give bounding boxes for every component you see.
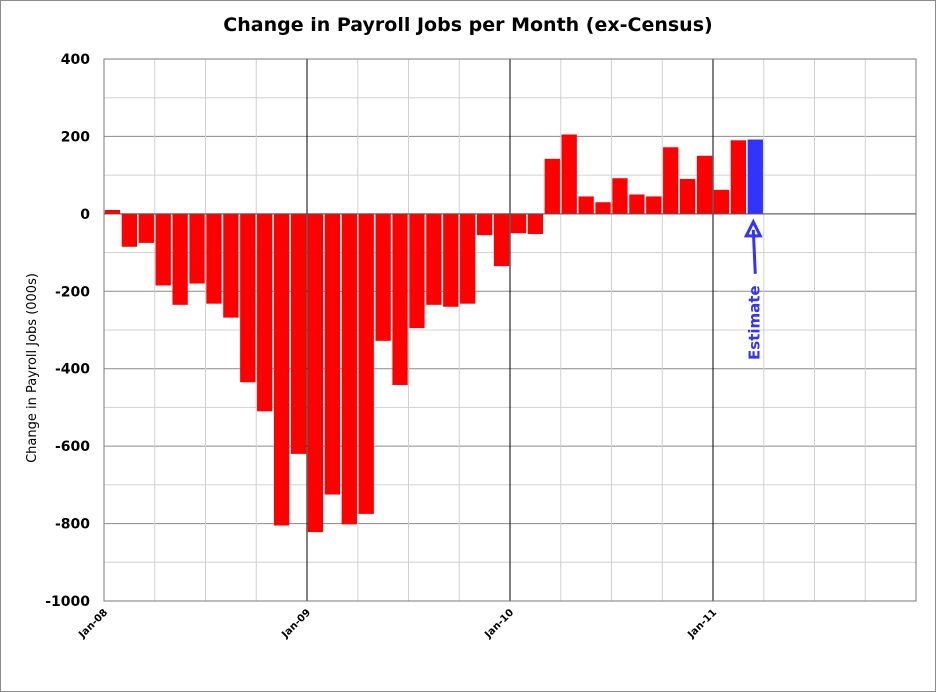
y-tick-label: -1000 bbox=[45, 594, 90, 610]
x-tick-label: Jan-09 bbox=[279, 607, 313, 641]
y-axis-label: Change in Payroll Jobs (000s) bbox=[25, 273, 40, 463]
bar-Jun-09 bbox=[392, 213, 408, 385]
bar-Apr-10 bbox=[561, 134, 577, 214]
plot-border bbox=[103, 58, 917, 602]
bar-May-08 bbox=[172, 213, 188, 305]
bar-May-09 bbox=[375, 213, 391, 341]
bar-Jul-08 bbox=[206, 213, 222, 304]
x-tick-label: Jan-11 bbox=[685, 607, 719, 641]
y-tick-label: 0 bbox=[80, 207, 90, 223]
estimate-annotation: Estimate bbox=[745, 285, 763, 360]
bar-Apr-08 bbox=[155, 213, 171, 286]
bar-Nov-10 bbox=[679, 179, 696, 214]
y-tick-label: -600 bbox=[55, 439, 90, 455]
x-tick-label: Jan-08 bbox=[76, 607, 110, 641]
bar-Sep-09 bbox=[443, 213, 459, 307]
bar-May-10 bbox=[578, 196, 594, 214]
y-tick-label: -200 bbox=[55, 284, 90, 300]
bar-Mar-08 bbox=[138, 213, 154, 243]
bar-Sep-08 bbox=[240, 213, 256, 383]
bar-Jul-10 bbox=[612, 178, 628, 214]
bar-Jan-10 bbox=[510, 213, 527, 234]
bar-Dec-09 bbox=[493, 213, 510, 267]
y-tick-label: -400 bbox=[55, 362, 90, 378]
bar-Jul-09 bbox=[409, 213, 425, 329]
bar-Jan-11 bbox=[713, 189, 730, 214]
bar-Jan-09 bbox=[307, 213, 324, 533]
bar-Aug-09 bbox=[426, 213, 442, 305]
bar-Apr-09 bbox=[358, 213, 374, 514]
bar-Feb-11 bbox=[730, 140, 747, 214]
bar-Nov-09 bbox=[476, 213, 493, 236]
bar-Jan-08 bbox=[104, 209, 121, 214]
chart-title: Change in Payroll Jobs per Month (ex-Cen… bbox=[223, 14, 713, 36]
bar-Dec-08 bbox=[290, 213, 307, 454]
bar-Mar-10 bbox=[544, 158, 560, 214]
bar-Feb-09 bbox=[324, 213, 341, 495]
y-tick-label: -800 bbox=[55, 517, 90, 533]
bar-Mar-09 bbox=[341, 213, 357, 525]
bar-Oct-10 bbox=[663, 147, 679, 214]
bar-Nov-08 bbox=[273, 213, 290, 526]
bar-Dec-10 bbox=[696, 155, 713, 214]
bar-Sep-10 bbox=[646, 196, 662, 214]
y-tick-label: 200 bbox=[61, 129, 90, 145]
bar-Oct-09 bbox=[460, 213, 476, 304]
bar-Oct-08 bbox=[257, 213, 273, 412]
y-tick-label: 400 bbox=[61, 52, 90, 68]
bar-Feb-08 bbox=[121, 213, 138, 247]
bar-Mar-11 bbox=[747, 139, 763, 214]
bar-Aug-10 bbox=[629, 194, 645, 214]
bar-Aug-08 bbox=[223, 213, 239, 318]
bar-Jun-08 bbox=[189, 213, 205, 284]
x-tick-label: Jan-10 bbox=[482, 607, 516, 641]
bar-Jun-10 bbox=[595, 202, 611, 214]
annotation-arrowhead bbox=[743, 218, 763, 238]
bar-Feb-10 bbox=[527, 213, 544, 234]
